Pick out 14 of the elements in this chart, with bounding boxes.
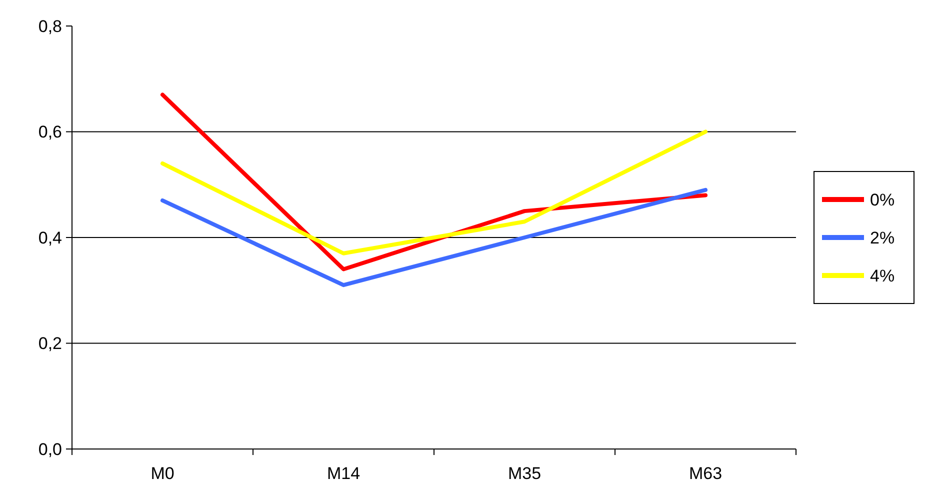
legend-label: 0%	[870, 190, 895, 210]
x-tick-label: M0	[150, 464, 174, 483]
line-series	[160, 188, 708, 288]
y-tick-label: 0,0	[38, 440, 62, 459]
x-tick-label: M35	[508, 464, 542, 483]
y-tick-label: 0,4	[38, 228, 62, 248]
legend-label: 2%	[870, 228, 895, 248]
y-tick-label: 0,6	[38, 122, 62, 142]
y-tick-label: 0,2	[38, 334, 62, 354]
legend-label: 4%	[870, 266, 895, 286]
y-tick-label: 0,8	[38, 16, 62, 36]
x-tick-label: M63	[688, 464, 722, 483]
line-series	[160, 130, 708, 256]
x-tick-label: M14	[326, 464, 360, 483]
